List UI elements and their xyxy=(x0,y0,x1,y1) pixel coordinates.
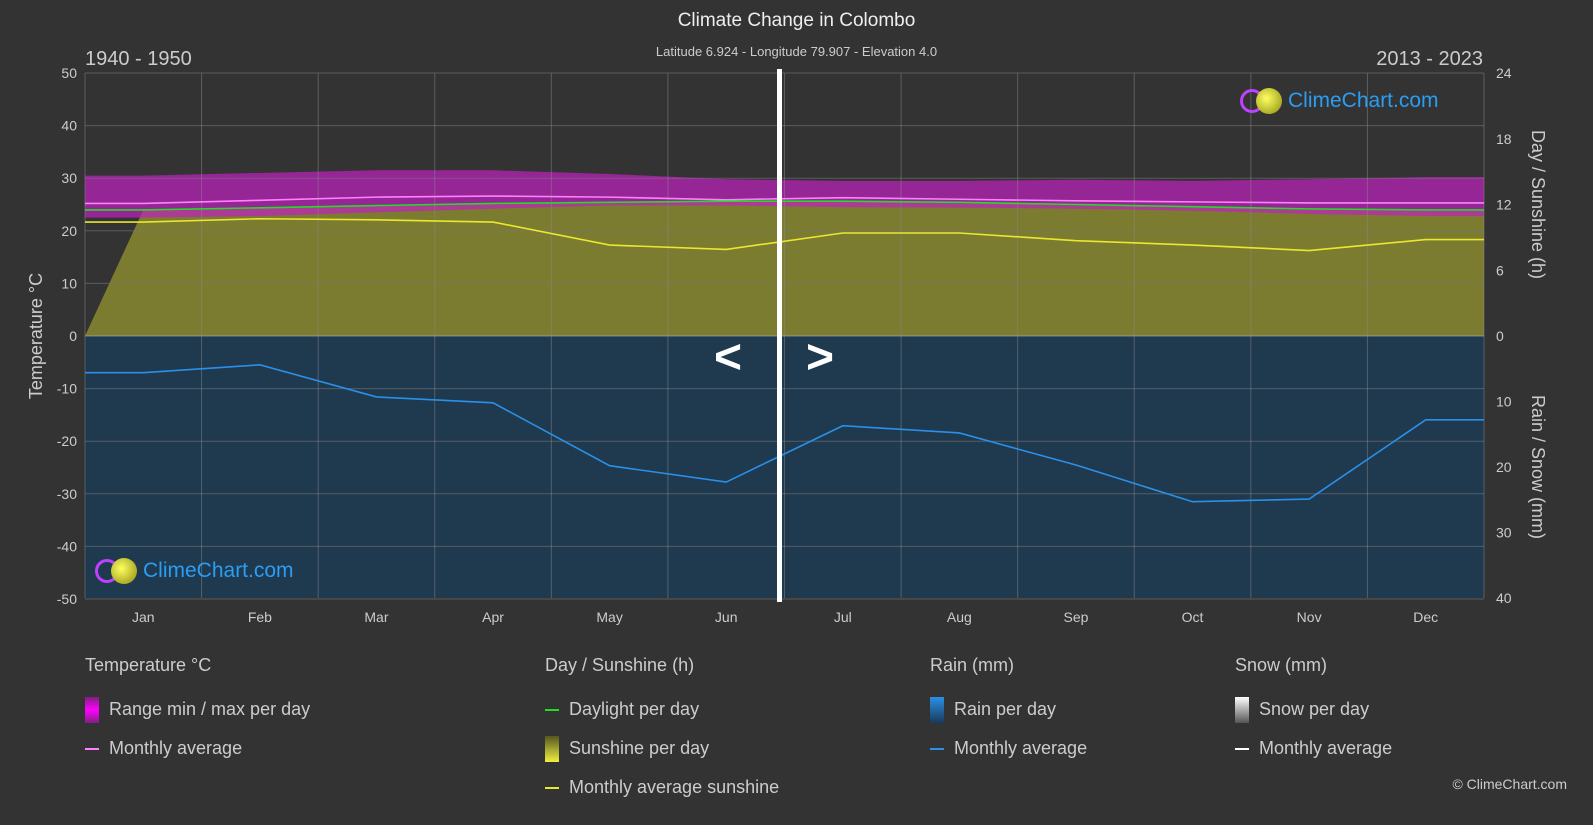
x-tick-label: Jan xyxy=(132,609,155,625)
legend-item: Monthly average xyxy=(954,738,1088,758)
x-tick-label: Dec xyxy=(1413,609,1438,625)
y-right-top-tick: 12 xyxy=(1496,197,1512,213)
temperature-avg-line xyxy=(85,195,1484,205)
nav-next-button[interactable]: > xyxy=(806,331,835,384)
range-swatch-icon xyxy=(85,696,99,723)
sunshine-swatch-icon xyxy=(545,735,559,762)
legend-snow: Snow (mm) Snow per day Monthly average xyxy=(1235,655,1392,768)
y-right-top-tick: 18 xyxy=(1496,131,1512,147)
period-divider xyxy=(777,69,782,602)
logo-bottom: ClimeChart.com xyxy=(95,558,294,584)
legend-title: Day / Sunshine (h) xyxy=(545,655,695,675)
y-right-top-label: Day / Sunshine (h) xyxy=(1528,130,1548,279)
legend-sunshine: Day / Sunshine (h) Daylight per day Suns… xyxy=(545,655,779,807)
snow-swatch-icon xyxy=(1235,696,1249,723)
line-swatch-icon xyxy=(545,708,559,711)
logo-sun-icon xyxy=(111,558,137,584)
logo-top: ClimeChart.com xyxy=(1240,88,1439,114)
legend-item: Snow per day xyxy=(1259,699,1370,719)
legend-title: Rain (mm) xyxy=(930,655,1014,675)
y-right-bottom-tick: 10 xyxy=(1496,394,1512,410)
legend-item: Monthly average xyxy=(1259,738,1393,758)
climate-chart: 50 40 30 20 10 0 -10 -20 -30 -40 -50 24 18 12 6 0 10 20 30… xyxy=(26,65,1548,625)
legend-temperature: Temperature °C Range min / max per day M… xyxy=(85,655,310,768)
logo-sun-icon xyxy=(1256,88,1282,114)
x-tick-label: Sep xyxy=(1063,609,1088,625)
legend-title: Temperature °C xyxy=(85,655,212,675)
line-swatch-icon xyxy=(930,747,944,750)
y-left-tick: -10 xyxy=(57,381,77,397)
y-left-tick: -40 xyxy=(57,538,77,554)
y-left-tick: 20 xyxy=(61,223,77,239)
period-right: 2013 - 2023 xyxy=(1376,48,1483,70)
legend-item: Rain per day xyxy=(954,699,1057,719)
y-left-tick: -30 xyxy=(57,486,77,502)
legend-item: Sunshine per day xyxy=(569,738,710,758)
x-tick-label: Mar xyxy=(364,609,388,625)
logo-text: ClimeChart.com xyxy=(143,559,294,582)
legend-title: Snow (mm) xyxy=(1235,655,1328,675)
x-tick-label: Oct xyxy=(1182,609,1204,625)
sunshine-avg-line xyxy=(85,217,1484,252)
y-right-bottom-tick: 30 xyxy=(1496,525,1512,541)
x-tick-label: Apr xyxy=(482,609,504,625)
y-right-bottom-tick: 40 xyxy=(1496,590,1512,606)
y-left-tick: 50 xyxy=(61,65,77,81)
rain-avg-line xyxy=(85,364,1484,503)
chart-title: Climate Change in Colombo xyxy=(677,10,916,31)
y-right-bottom-label: Rain / Snow (mm) xyxy=(1528,395,1548,539)
legend-item: Monthly average xyxy=(109,738,243,758)
legend-item: Monthly average sunshine xyxy=(569,777,780,797)
y-right-top-tick: 24 xyxy=(1496,65,1512,81)
y-left-tick: 0 xyxy=(69,328,77,344)
legend-item: Range min / max per day xyxy=(109,699,311,719)
y-right-top-tick: 0 xyxy=(1496,328,1504,344)
y-left-tick: -50 xyxy=(57,591,77,607)
period-left: 1940 - 1950 xyxy=(85,48,192,70)
y-left-label: Temperature °C xyxy=(26,273,46,399)
y-left-tick: 30 xyxy=(61,170,77,186)
line-swatch-icon xyxy=(85,747,99,750)
rain-swatch-icon xyxy=(930,696,944,723)
chart-subtitle: Latitude 6.924 - Longitude 79.907 - Elev… xyxy=(655,44,938,59)
x-tick-label: Jul xyxy=(834,609,852,625)
y-left-tick: -20 xyxy=(57,433,77,449)
y-right-top-tick: 6 xyxy=(1496,262,1504,278)
x-tick-label: Jun xyxy=(715,609,738,625)
y-right-bottom-tick: 20 xyxy=(1496,459,1512,475)
y-left-tick: 40 xyxy=(61,118,77,134)
nav-prev-button[interactable]: < xyxy=(714,331,743,384)
legend-rain: Rain (mm) Rain per day Monthly average xyxy=(930,655,1087,768)
y-left-tick: 10 xyxy=(61,275,77,291)
copyright: © ClimeChart.com xyxy=(1452,776,1567,792)
line-swatch-icon xyxy=(545,786,559,789)
x-tick-label: May xyxy=(596,609,622,625)
daylight-line xyxy=(85,200,1484,211)
logo-text: ClimeChart.com xyxy=(1288,89,1439,112)
x-tick-label: Nov xyxy=(1297,609,1322,625)
line-swatch-icon xyxy=(1235,747,1249,750)
legend-item: Daylight per day xyxy=(569,699,700,719)
x-tick-label: Aug xyxy=(947,609,972,625)
x-tick-label: Feb xyxy=(248,609,272,625)
